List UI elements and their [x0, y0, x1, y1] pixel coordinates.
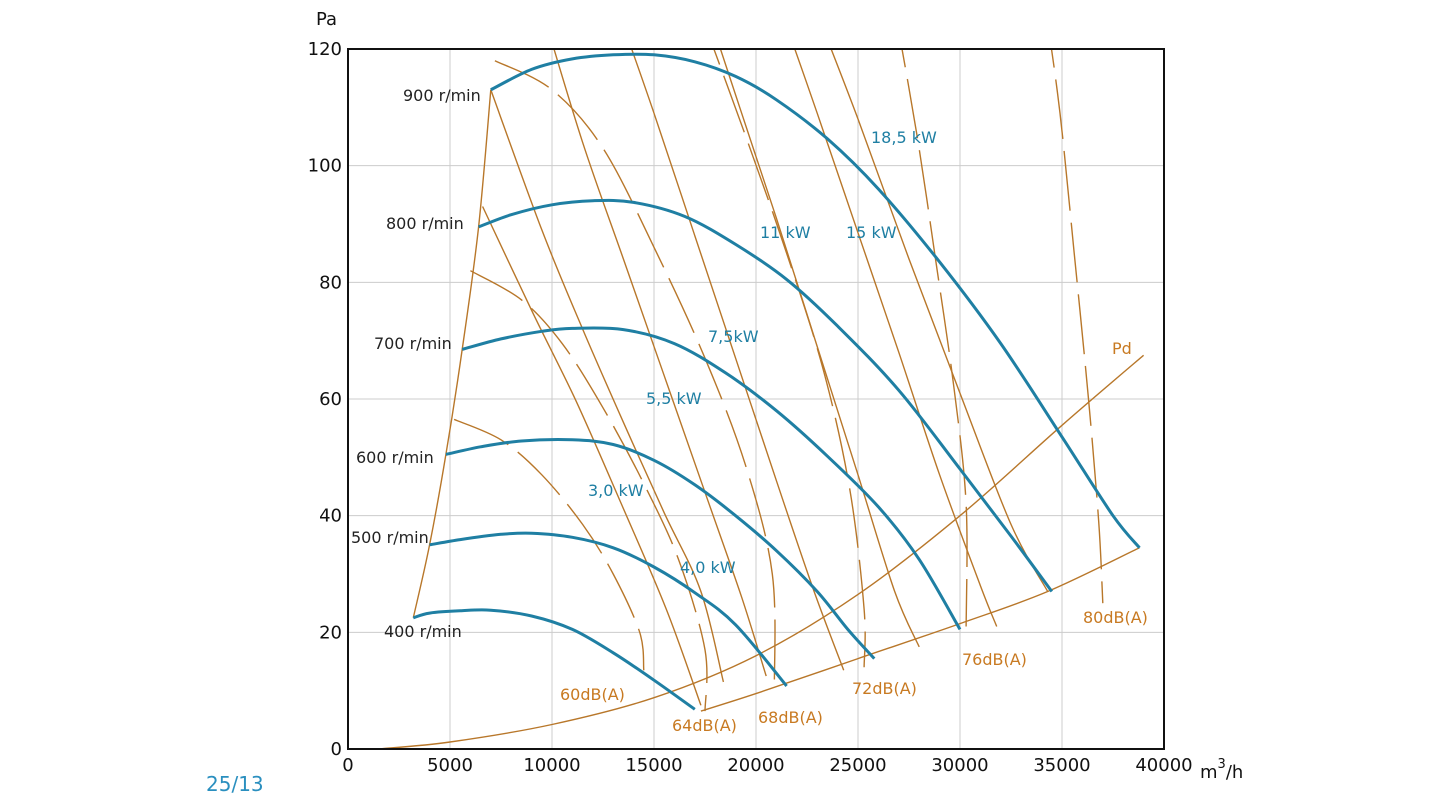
x-tick-label: 25000	[829, 755, 886, 776]
db-label-64: 64dB(A)	[672, 716, 737, 735]
noise-line	[1050, 49, 1104, 604]
axis-ticks: 0 5000 10000 15000 20000 25000 30000 35000 40000…	[308, 39, 1193, 776]
speed-curve	[461, 326, 962, 631]
speed-curve	[429, 531, 788, 687]
x-tick-label: 20000	[727, 755, 784, 776]
speed-curves	[412, 52, 1141, 711]
figure-code: 25/13	[206, 772, 264, 796]
x-tick-label: 5000	[427, 755, 473, 776]
kw-label-11: 11 kW	[760, 223, 811, 242]
db-label-72: 72dB(A)	[852, 679, 917, 698]
y-axis-label: Pa	[316, 9, 337, 30]
noise-line	[901, 49, 968, 627]
y-tick-label: 60	[319, 389, 342, 410]
rpm-label-400: 400 r/min	[384, 622, 462, 641]
rpm-label-800: 800 r/min	[386, 214, 464, 233]
aux-lines	[378, 49, 1145, 749]
power-line	[553, 49, 767, 677]
y-tick-label: 0	[331, 739, 342, 760]
system-line	[378, 354, 1145, 749]
system-line	[412, 89, 492, 618]
noise-line	[453, 418, 645, 671]
kw-label-18-5: 18,5 kW	[871, 128, 937, 147]
power-line	[481, 206, 702, 706]
speed-curve	[412, 608, 696, 711]
power-line	[830, 49, 1049, 592]
speed-curve	[490, 52, 1141, 549]
db-label-68: 68dB(A)	[758, 708, 823, 727]
db-label-60: 60dB(A)	[560, 685, 625, 704]
plot-frame	[347, 48, 1165, 750]
rpm-label-700: 700 r/min	[374, 334, 452, 353]
x-tick-label: 30000	[931, 755, 988, 776]
x-tick-label: 0	[342, 755, 353, 776]
y-tick-label: 120	[308, 39, 342, 60]
power-line	[794, 49, 998, 627]
x-tick-label: 40000	[1135, 755, 1192, 776]
noise-line	[470, 270, 708, 712]
noise-line	[494, 60, 776, 688]
db-label-76: 76dB(A)	[962, 650, 1027, 669]
speed-curve	[478, 198, 1054, 593]
kw-label-5-5: 5,5 kW	[646, 389, 702, 408]
y-tick-label: 100	[308, 156, 342, 177]
rpm-label-500: 500 r/min	[351, 528, 429, 547]
y-tick-label: 20	[319, 622, 342, 643]
y-tick-label: 40	[319, 506, 342, 527]
noise-line	[713, 49, 866, 668]
rpm-label-900: 900 r/min	[403, 86, 481, 105]
pd-label: Pd	[1112, 339, 1132, 358]
x-tick-label: 15000	[625, 755, 682, 776]
power-line	[719, 49, 920, 648]
rpm-label-600: 600 r/min	[356, 448, 434, 467]
kw-label-7-5: 7,5kW	[708, 327, 759, 346]
kw-label-3-0: 3,0 kW	[588, 481, 644, 500]
system-line	[700, 547, 1140, 712]
y-tick-label: 80	[319, 272, 342, 293]
power-line	[490, 89, 725, 683]
x-axis-label: m3/h	[1200, 757, 1243, 783]
kw-label-4-0: 4,0 kW	[680, 558, 736, 577]
x-tick-label: 10000	[523, 755, 580, 776]
x-tick-label: 35000	[1033, 755, 1090, 776]
db-label-80: 80dB(A)	[1083, 608, 1148, 627]
kw-label-15: 15 kW	[846, 223, 897, 242]
speed-curve	[445, 438, 876, 660]
